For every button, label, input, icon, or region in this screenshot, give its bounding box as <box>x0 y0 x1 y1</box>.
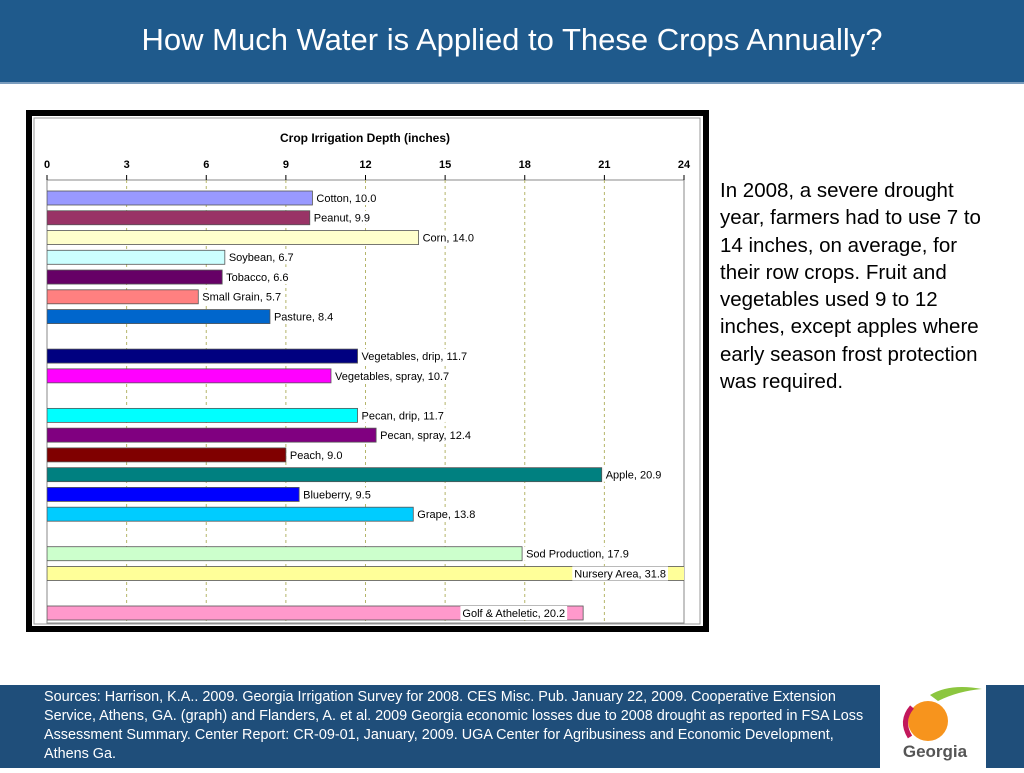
label-bg <box>200 289 284 304</box>
label-bg <box>378 428 474 443</box>
data-label: Vegetables, spray, 10.7 <box>335 371 449 383</box>
logo: Georgia <box>880 685 986 768</box>
label-bg <box>311 210 373 225</box>
side-text: In 2008, a severe drought year, farmers … <box>720 179 981 394</box>
sources: Sources: Harrison, K.A.. 2009. Georgia I… <box>44 689 864 762</box>
data-label: Blueberry, 9.5 <box>303 489 371 501</box>
chart-title: Crop Irrigation Depth (inches) <box>280 131 450 145</box>
label-bg <box>524 546 631 561</box>
data-label: Small Grain, 5.7 <box>202 292 281 304</box>
data-label: Sod Production, 17.9 <box>526 549 629 561</box>
label-bg <box>314 191 379 205</box>
bar <box>47 190 313 206</box>
bars <box>47 190 684 621</box>
bar <box>47 210 311 226</box>
x-tick-label: 12 <box>359 159 371 171</box>
logo-text: Georgia <box>903 742 968 761</box>
data-label: Peach, 9.0 <box>290 450 343 462</box>
data-label: Nursery Area, 31.8 <box>574 568 666 580</box>
data-label: Pasture, 8.4 <box>274 311 333 323</box>
data-label: Peanut, 9.9 <box>314 213 370 225</box>
header: How Much Water is Applied to These Crops… <box>0 0 1024 84</box>
data-label: Pecan, drip, 11.7 <box>362 410 444 422</box>
x-tick-label: 18 <box>519 159 531 171</box>
label-bg <box>301 487 373 502</box>
x-tick-label: 21 <box>598 159 610 171</box>
x-tick-label: 0 <box>44 159 50 171</box>
data-label: Corn, 14.0 <box>423 232 474 244</box>
data-label: Pecan, spray, 12.4 <box>380 430 471 442</box>
label-bg <box>224 270 291 285</box>
peach <box>908 701 948 741</box>
bar <box>47 348 358 364</box>
label-bg <box>287 447 345 462</box>
bar <box>47 605 584 621</box>
bar <box>47 546 523 562</box>
bar <box>47 506 414 522</box>
leaf <box>930 687 982 701</box>
x-tick-label: 9 <box>283 159 289 171</box>
bar <box>47 249 226 265</box>
slide-title: How Much Water is Applied to These Crops… <box>141 22 883 57</box>
data-label: Cotton, 10.0 <box>316 193 376 205</box>
bar <box>47 269 223 285</box>
label-bg <box>415 507 478 522</box>
label-bg <box>420 230 476 245</box>
logo-graphic: Georgia <box>903 687 982 761</box>
bar <box>47 407 358 423</box>
data-label: Tobacco, 6.6 <box>226 272 288 284</box>
label-bg <box>603 467 664 482</box>
data-label: Soybean, 6.7 <box>229 252 294 264</box>
data-label: Grape, 13.8 <box>417 509 475 521</box>
label-bg <box>572 566 668 581</box>
bar <box>47 309 271 324</box>
label-bg <box>359 408 446 423</box>
label-bg <box>226 250 296 265</box>
data-label: Vegetables, drip, 11.7 <box>362 351 468 363</box>
label-bg <box>271 309 336 324</box>
footer: Sources: Harrison, K.A.. 2009. Georgia I… <box>0 685 1024 768</box>
bar <box>47 487 300 502</box>
bar <box>47 289 199 305</box>
peach-stroke <box>903 705 914 739</box>
x-tick-label: 24 <box>678 159 691 171</box>
label-bg <box>332 368 452 383</box>
data-label: Apple, 20.9 <box>606 470 662 482</box>
x-tick-label: 6 <box>203 159 209 171</box>
bar <box>47 368 332 384</box>
bar <box>47 467 603 483</box>
bar <box>47 230 419 245</box>
x-tick-label: 3 <box>124 159 130 171</box>
bar <box>47 427 377 443</box>
bar <box>47 447 287 463</box>
bar <box>47 566 684 581</box>
chart: Crop Irrigation Depth (inches) 0 3 6 9 12 15 1… <box>26 110 709 632</box>
x-tick-label: 15 <box>439 159 451 171</box>
label-bg <box>359 349 470 364</box>
label-bg <box>460 606 568 620</box>
data-label: Golf & Atheletic, 20.2 <box>462 608 565 620</box>
